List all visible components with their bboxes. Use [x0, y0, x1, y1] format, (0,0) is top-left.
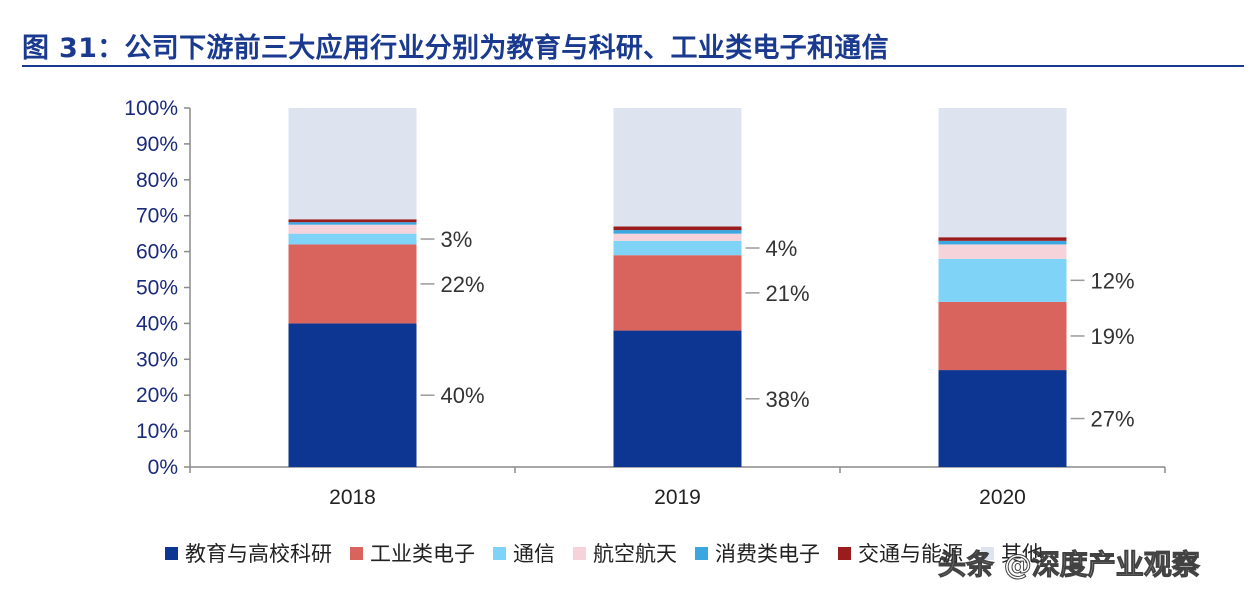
- bar-segment-2020-0: [938, 370, 1067, 467]
- bar-segment-2020-5: [938, 237, 1067, 241]
- x-tick-label: 2020: [979, 486, 1026, 509]
- legend-swatch: [165, 546, 178, 560]
- legend-label: 教育与高校科研: [185, 542, 332, 566]
- legend-item: 交通与能源: [838, 538, 963, 568]
- legend-item: 消费类电子: [695, 538, 820, 568]
- data-label: 27%: [1091, 407, 1135, 432]
- data-label: 40%: [441, 383, 485, 408]
- stacked-bar-chart: 0% 10% 20% 30% 40% 50% 60% 70% 80% 90% 100% 40% 22% 3…: [124, 97, 1166, 509]
- bar-segment-2019-6: [613, 108, 742, 227]
- data-label: 12%: [1091, 268, 1135, 293]
- bar-segment-2018-4: [288, 222, 417, 225]
- legend-swatch: [981, 546, 994, 560]
- y-tick-label: 80%: [136, 169, 178, 192]
- data-label: 19%: [1091, 324, 1135, 349]
- legend-swatch: [695, 546, 708, 560]
- legend-item: 工业类电子: [350, 538, 475, 568]
- data-label: 21%: [766, 281, 810, 306]
- bar-segment-2019-4: [613, 230, 742, 234]
- legend-swatch: [493, 546, 506, 560]
- bar-segment-2018-5: [288, 219, 417, 223]
- data-label: 4%: [766, 236, 798, 261]
- legend-swatch: [573, 546, 586, 560]
- y-tick-label: 70%: [136, 205, 178, 228]
- bar-segment-2020-3: [938, 244, 1067, 259]
- chart-title: 图 31：公司下游前三大应用行业分别为教育与科研、工业类电子和通信: [22, 33, 889, 64]
- legend-label: 交通与能源: [858, 542, 963, 566]
- data-label: 38%: [766, 387, 810, 412]
- legend-item: 教育与高校科研: [165, 538, 332, 568]
- bar-segment-2018-1: [288, 244, 417, 324]
- legend-label: 消费类电子: [715, 542, 820, 566]
- title-divider: [22, 65, 1244, 67]
- y-tick-label: 40%: [136, 312, 178, 335]
- bar-segment-2019-1: [613, 255, 742, 331]
- x-tick-label: 2018: [329, 486, 376, 509]
- x-tick-label: 2019: [654, 486, 701, 509]
- bar-segment-2020-6: [938, 108, 1067, 238]
- bar-segment-2019-0: [613, 330, 742, 467]
- chart-legend: 教育与高校科研 工业类电子 通信 航空航天 消费类电子 交通与能源 其他: [165, 538, 1061, 568]
- y-tick-label: 30%: [136, 348, 178, 371]
- watermark: 头条 @深度产业观察: [938, 548, 1201, 582]
- y-tick-label: 100%: [124, 97, 178, 120]
- bar-segment-2020-1: [938, 301, 1067, 371]
- legend-label: 工业类电子: [370, 542, 475, 566]
- legend-item: 通信: [493, 538, 555, 568]
- bar-segment-2020-4: [938, 240, 1067, 245]
- bar-segment-2019-5: [613, 226, 742, 231]
- bar-segment-2020-2: [938, 258, 1067, 302]
- data-label: 22%: [441, 272, 485, 297]
- legend-item: 其他: [981, 538, 1043, 568]
- bar-segment-2018-2: [288, 233, 417, 245]
- legend-swatch: [350, 546, 363, 560]
- bar-segment-2019-2: [613, 240, 742, 256]
- bar-segment-2019-3: [613, 233, 742, 241]
- legend-swatch: [838, 546, 851, 560]
- y-tick-label: 50%: [136, 277, 178, 300]
- legend-item: 航空航天: [573, 538, 677, 568]
- y-tick-label: 20%: [136, 384, 178, 407]
- y-tick-label: 60%: [136, 241, 178, 264]
- y-tick-label: 90%: [136, 133, 178, 156]
- legend-label: 其他: [1001, 542, 1043, 566]
- bar-segment-2018-3: [288, 224, 417, 234]
- data-label: 3%: [441, 227, 473, 252]
- bar-segment-2018-0: [288, 323, 417, 467]
- legend-label: 通信: [513, 542, 555, 566]
- bar-segment-2018-6: [288, 108, 417, 220]
- legend-label: 航空航天: [593, 542, 677, 566]
- y-tick-label: 10%: [136, 420, 178, 443]
- y-tick-label: 0%: [148, 456, 178, 479]
